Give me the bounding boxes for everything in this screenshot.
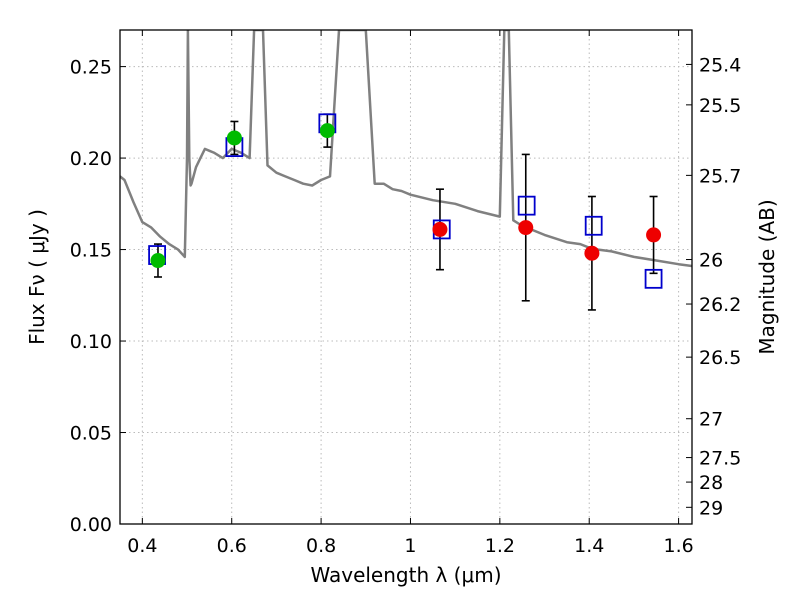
- model-sed-line: [120, 30, 692, 268]
- observed-point-red: [432, 221, 448, 237]
- observed-point-red: [646, 227, 662, 243]
- x-tick-label: 1.2: [485, 535, 515, 557]
- mag-tick-label: 26.5: [699, 347, 741, 369]
- mag-tick-label: 29: [699, 497, 723, 519]
- mag-tick-label: 27.5: [699, 448, 741, 470]
- mag-tick-label: 25.5: [699, 95, 741, 117]
- x-tick-label: 1.4: [574, 535, 604, 557]
- x-axis-label: Wavelength λ (μm): [310, 563, 501, 587]
- y-tick-label: 0.25: [70, 57, 112, 79]
- x-tick-label: 0.4: [127, 535, 157, 557]
- y-tick-label: 0.05: [70, 423, 112, 445]
- mag-tick-label: 28: [699, 472, 723, 494]
- y2-axis-label: Magnitude (AB): [755, 199, 779, 354]
- grid: [120, 30, 692, 525]
- tick-layer: [120, 30, 692, 525]
- y-tick-label: 0.20: [70, 148, 112, 170]
- mag-tick-label: 25.7: [699, 165, 741, 187]
- mag-tick-label: 26: [699, 250, 723, 272]
- y-axis-label: Flux Fν ( μJy ): [25, 209, 49, 345]
- x-tick-label: 0.8: [306, 535, 336, 557]
- y-tick-label: 0.15: [70, 240, 112, 262]
- x-tick-label: 1.6: [663, 535, 693, 557]
- x-tick-label: 0.6: [217, 535, 247, 557]
- mag-tick-label: 25.4: [699, 54, 741, 76]
- mag-tick-label: 27: [699, 409, 723, 431]
- tick-label-layer: 0.4 0.6 0.8 1 1.2 1.4 1.6 0.00 0.05 0.10 0.15 0.20 0…: [70, 54, 742, 557]
- y-tick-label: 0.10: [70, 331, 112, 353]
- observed-point-red: [518, 220, 534, 236]
- model-sed-layer: [120, 30, 692, 268]
- plot-frame: [119, 29, 693, 525]
- observed-point-green: [226, 130, 242, 146]
- model-photometry-box: [584, 215, 603, 236]
- marker-layer: [148, 113, 663, 289]
- observed-point-green: [150, 253, 166, 269]
- mag-tick-label: 26.2: [699, 294, 741, 316]
- x-tick-label: 1: [404, 535, 416, 557]
- observed-point-red: [584, 245, 600, 261]
- observed-point-green: [319, 123, 335, 139]
- model-photometry-box: [517, 195, 536, 216]
- y-tick-label: 0.00: [70, 514, 112, 536]
- model-photometry-box: [644, 268, 663, 289]
